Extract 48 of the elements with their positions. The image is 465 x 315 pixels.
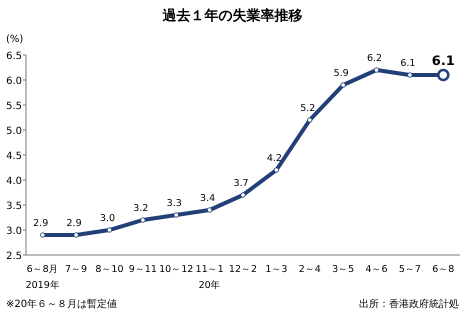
point <box>140 217 146 223</box>
data-label: 6.2 <box>366 53 382 64</box>
x-tick-label: 2～4 <box>298 264 321 275</box>
x-tick-label: 6～8 <box>432 264 454 275</box>
data-label: 3.2 <box>133 203 148 214</box>
data-label: 5.9 <box>334 68 349 79</box>
data-label: 2.9 <box>66 218 82 229</box>
x-tick-label: 10～12 <box>159 264 194 275</box>
x-tick-label: 7～9 <box>65 264 88 275</box>
text: 4.0 <box>6 176 22 187</box>
x-tick-label: 5～7 <box>398 264 421 275</box>
point <box>106 227 112 233</box>
x-tick-label: 9～11 <box>128 264 157 275</box>
text: 出所：香港政府統計処 <box>359 298 459 310</box>
chart-title: 過去１年の失業率推移 <box>162 7 302 24</box>
point <box>240 192 246 198</box>
x-tick-label: 6～8月 2019年 <box>26 264 60 291</box>
data-label: 4.2 <box>266 153 282 164</box>
data-label: 3.4 <box>200 193 216 204</box>
text: 6.0 <box>6 76 22 87</box>
data-label: 3.3 <box>166 198 182 209</box>
x-tick-label: 11～1 20年 <box>196 264 224 291</box>
point <box>340 82 346 88</box>
data-label: 6.1 <box>432 54 455 69</box>
text: ※20年６～８月は暫定値 <box>6 298 118 310</box>
x-tick-label: 1～3 <box>265 264 288 275</box>
data-label: 5.2 <box>300 103 316 114</box>
text: 2.5 <box>6 251 22 262</box>
point <box>307 117 312 123</box>
x-tick-label: 12～2 <box>228 264 258 275</box>
data-label: 2.9 <box>33 218 48 229</box>
point <box>207 207 212 213</box>
text: 4.5 <box>6 151 22 162</box>
point <box>374 67 380 73</box>
x-tick-label: 4～6 <box>365 264 388 275</box>
x-tick-label: 8～10 <box>95 264 124 275</box>
y-axis-title: (%) <box>6 34 24 45</box>
point <box>174 212 179 218</box>
data-label: 3.7 <box>233 178 249 189</box>
data-label: 3.0 <box>100 213 116 224</box>
text: 6.5 <box>6 51 22 62</box>
text: 5.5 <box>6 101 22 112</box>
text: 3.0 <box>6 226 22 237</box>
text: 5.0 <box>6 126 22 137</box>
text: 3.5 <box>6 201 22 212</box>
point <box>274 167 279 173</box>
x-tick-label: 3～5 <box>332 264 354 275</box>
data-label: 6.1 <box>400 58 416 69</box>
